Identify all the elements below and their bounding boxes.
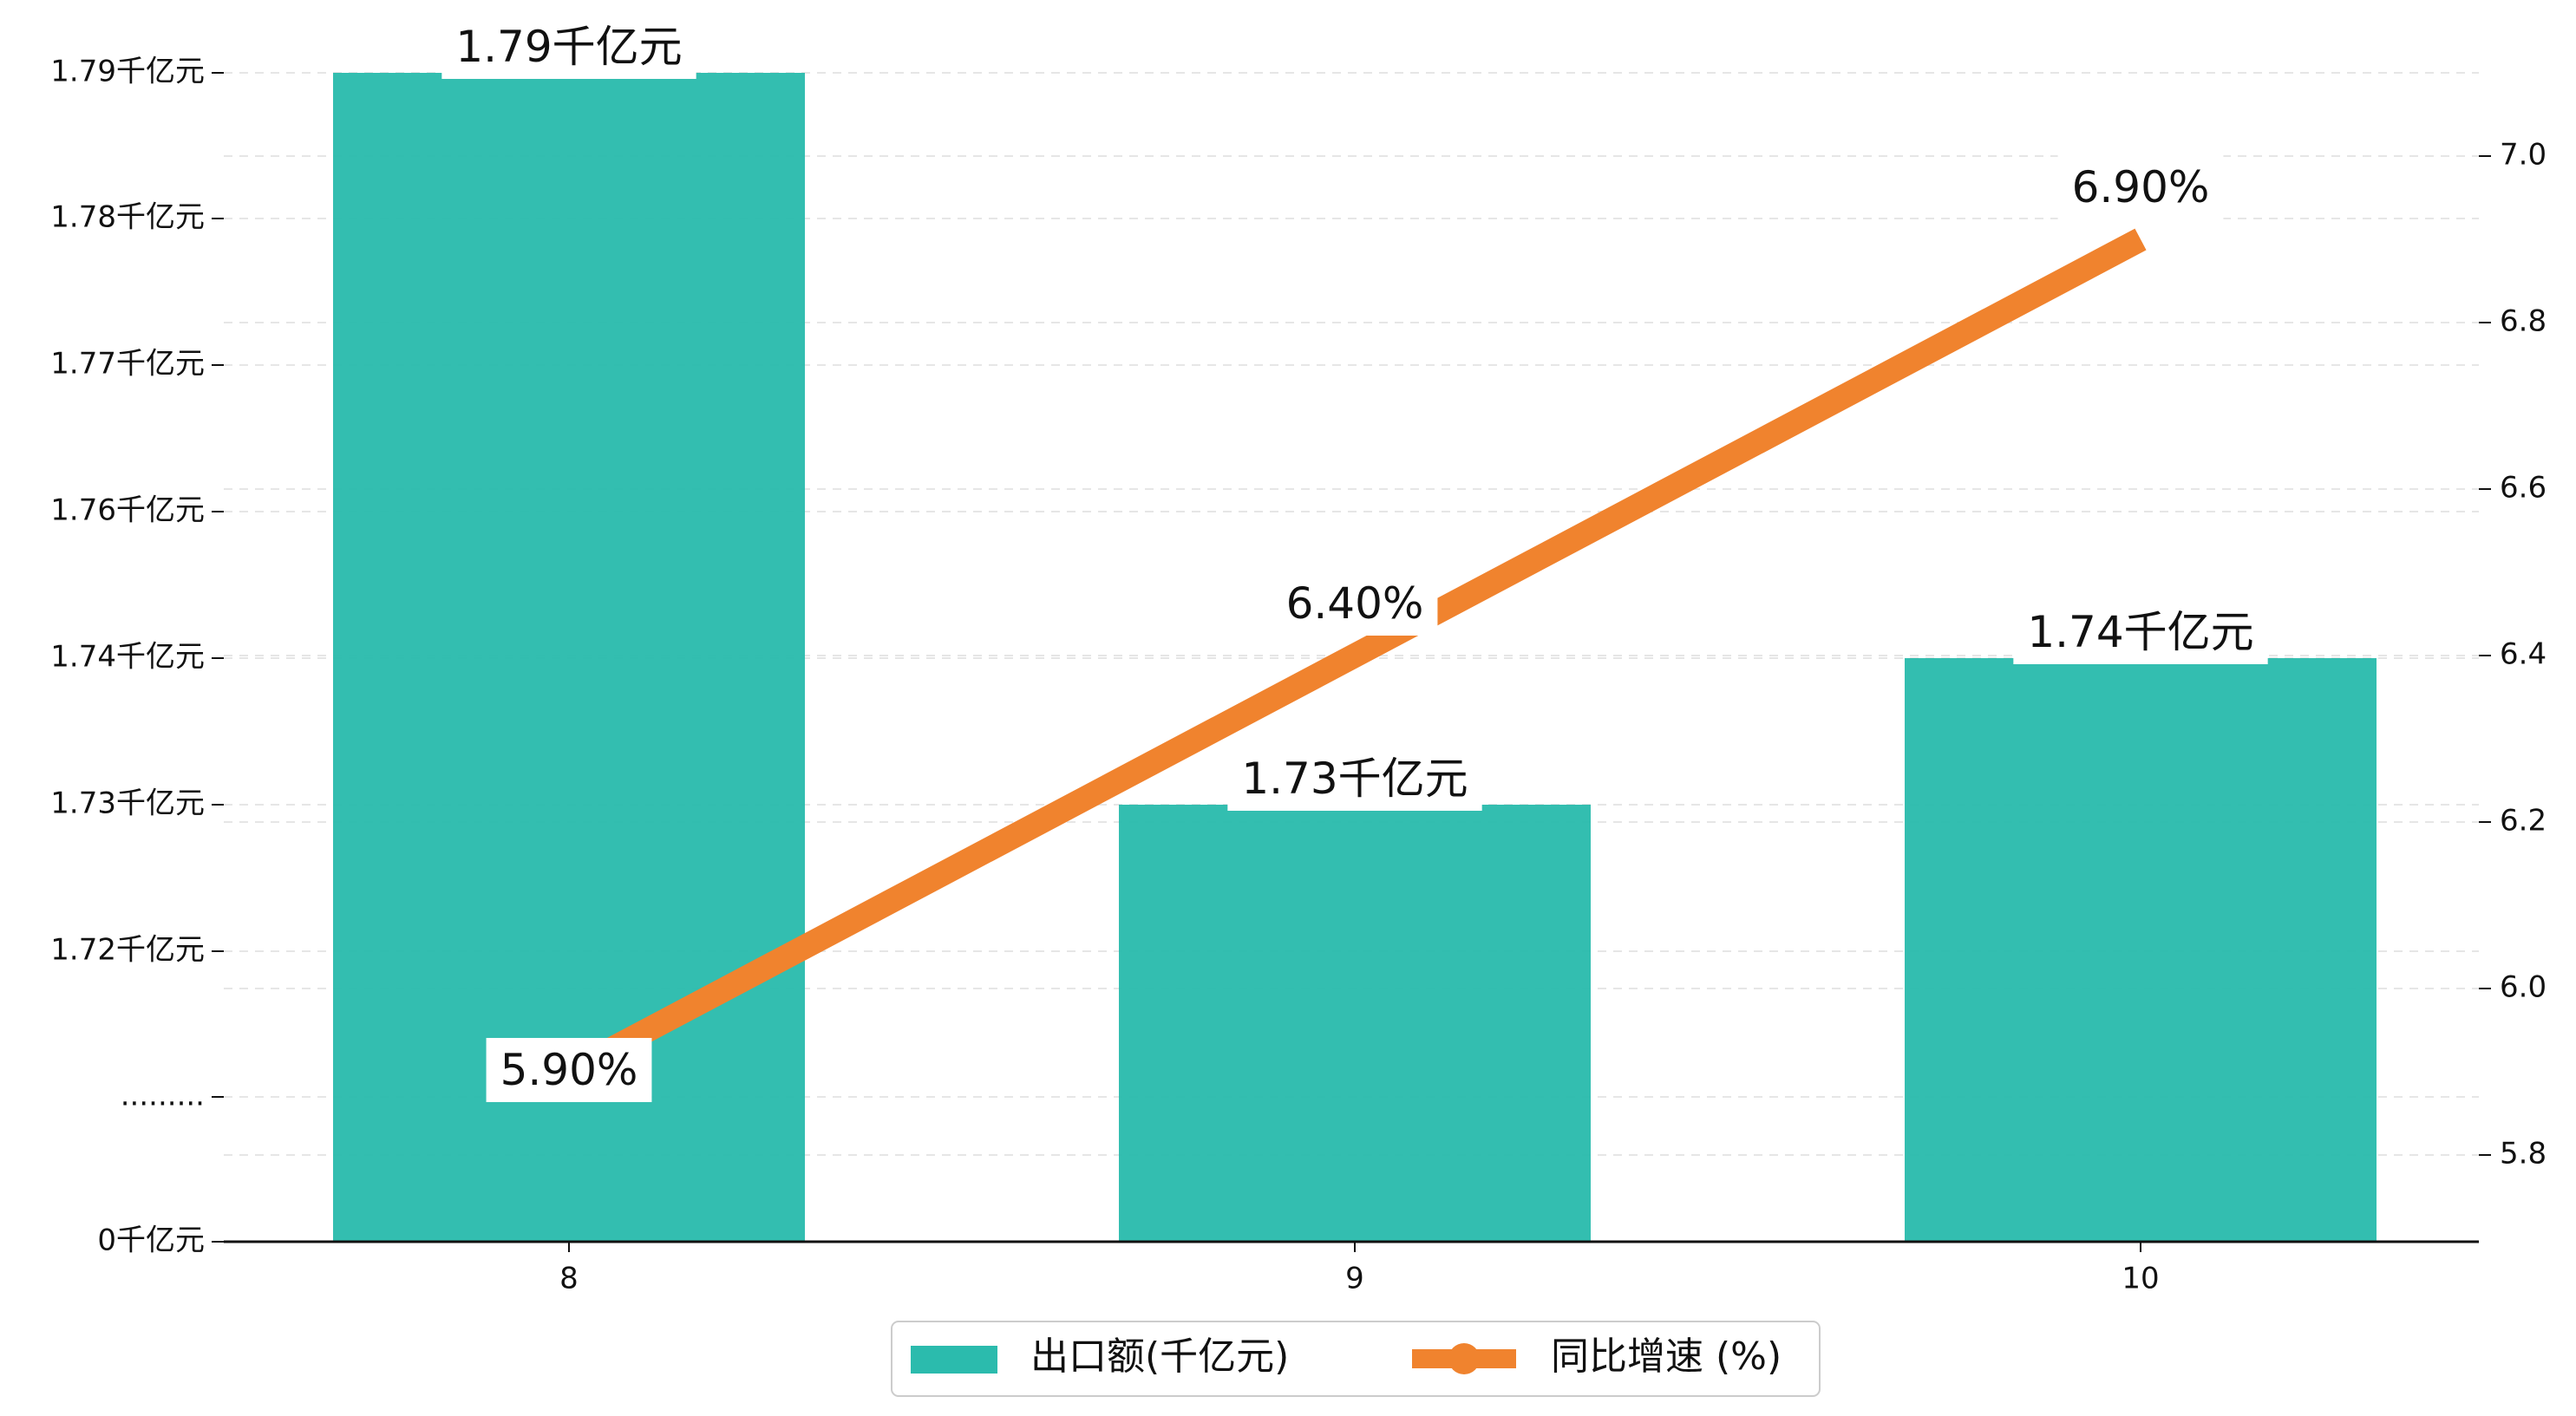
bar-series [333, 73, 2377, 1242]
legend-box [891, 1321, 1821, 1397]
left-tick-label: 1.73千亿元 [50, 786, 205, 821]
right-tick-label: 6.4 [2500, 637, 2547, 672]
growth-line [563, 228, 2147, 1083]
category-label: 9 [1345, 1262, 1364, 1296]
bar-value-label-box [1227, 747, 1482, 811]
left-tick-label: 1.72千亿元 [50, 933, 205, 968]
left-tick-label: 1.74千亿元 [50, 640, 205, 675]
category-label: 10 [2122, 1262, 2159, 1296]
legend-line-label[interactable]: 同比增速 (%) [1551, 1334, 1782, 1379]
bar-value-label: 1.73千亿元 [1227, 747, 1482, 811]
left-tick-label: 0千亿元 [97, 1224, 205, 1258]
category-label: 8 [559, 1262, 579, 1296]
right-tick-label: 5.8 [2500, 1137, 2547, 1171]
bar-10 [1905, 658, 2377, 1242]
line-value-label: 5.90% [486, 1038, 652, 1102]
bar-value-label-text: 1.74千亿元 [2027, 607, 2253, 657]
bar-value-label: 1.74千亿元 [2013, 600, 2268, 664]
bar-value-label-text: 1.73千亿元 [1241, 754, 1468, 804]
line-value-label-text: 5.90% [500, 1045, 638, 1095]
right-tick-label: 6.2 [2500, 804, 2547, 839]
line-value-label-box [2057, 155, 2224, 219]
right-tick-label: 7.0 [2500, 138, 2547, 173]
left-tick-label: 1.77千亿元 [50, 347, 205, 382]
line-series [563, 228, 2147, 1083]
data-labels: 1.79千亿元 1.73千亿元 1.74千亿元 5.90% 6.40% 6.90% [441, 15, 2268, 1102]
left-tick-label: 1.79千亿元 [50, 55, 205, 89]
legend-bar-swatch [911, 1346, 997, 1374]
legend-line-marker [1448, 1343, 1480, 1374]
line-value-label-text: 6.40% [1286, 578, 1424, 629]
line-value-label: 6.40% [1272, 571, 1438, 636]
bar-9 [1119, 805, 1591, 1242]
left-tick-label: 1.78千亿元 [50, 200, 205, 235]
axes: 1.79千亿元 1.78千亿元 1.77千亿元 1.76千亿元 1.74千亿元 1.73千… [50, 55, 2547, 1296]
right-tick-label: 6.8 [2500, 304, 2547, 339]
line-value-label-box [486, 1038, 652, 1102]
bar-value-label-box [441, 15, 696, 79]
left-tick-label: ......... [121, 1079, 205, 1113]
right-tick-label: 6.0 [2500, 970, 2547, 1005]
legend-bar-label[interactable]: 出口额(千亿元) [1030, 1334, 1289, 1379]
line-value-label-text: 6.90% [2072, 162, 2210, 212]
bar-value-label-text: 1.79千亿元 [455, 22, 682, 72]
line-value-label: 6.90% [2057, 155, 2224, 219]
line-value-label-box [1272, 571, 1438, 636]
bar-value-label: 1.79千亿元 [441, 15, 696, 79]
bar-value-label-box [2013, 600, 2268, 664]
left-tick-label: 1.76千亿元 [50, 493, 205, 528]
legend[interactable]: 出口额(千亿元) 同比增速 (%) [891, 1321, 1821, 1397]
right-tick-label: 6.6 [2500, 471, 2547, 506]
